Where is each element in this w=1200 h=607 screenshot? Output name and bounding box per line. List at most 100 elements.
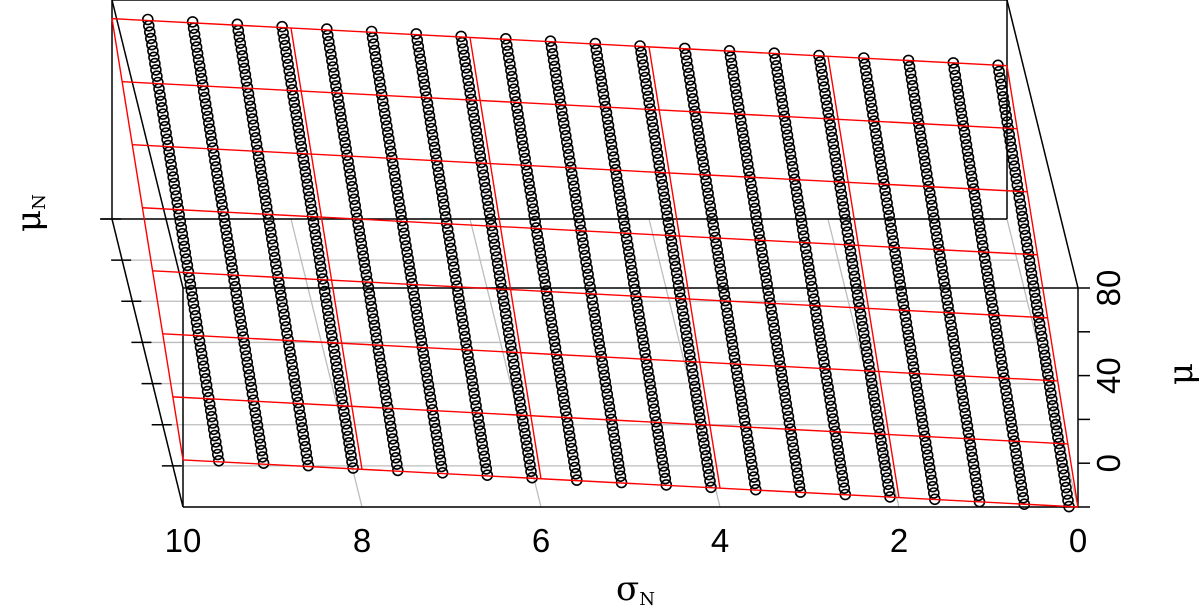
data-point — [545, 316, 558, 329]
data-point — [553, 92, 566, 104]
data-point — [521, 165, 533, 177]
data-point — [1003, 128, 1016, 141]
data-point — [526, 196, 539, 209]
data-point — [797, 230, 810, 242]
data-point — [681, 61, 694, 74]
data-point — [652, 428, 665, 441]
data-point — [882, 478, 894, 491]
data-point — [869, 402, 882, 415]
data-point — [532, 234, 545, 247]
data-point — [214, 186, 226, 198]
data-point — [869, 121, 881, 134]
data-point — [208, 429, 221, 442]
data-point — [481, 194, 494, 207]
data-point — [258, 188, 271, 201]
data-point — [212, 448, 224, 461]
data-point — [791, 192, 804, 204]
data-point — [325, 329, 338, 342]
data-point — [382, 132, 395, 145]
data-point — [1001, 391, 1013, 403]
data-point — [801, 255, 814, 268]
data-point — [1001, 116, 1014, 128]
data-point — [403, 258, 415, 271]
data-point — [697, 156, 709, 168]
data-point — [738, 139, 751, 152]
data-point — [792, 473, 805, 486]
data-point — [235, 318, 247, 331]
data-point — [370, 332, 383, 344]
data-point — [1059, 475, 1071, 488]
data-point — [1049, 412, 1061, 425]
data-point — [568, 180, 580, 192]
data-point — [241, 356, 254, 369]
data-point — [198, 91, 211, 104]
data-point — [145, 32, 157, 45]
data-point — [821, 100, 834, 112]
data-point — [474, 425, 487, 437]
data-point — [200, 379, 213, 391]
data-point — [211, 442, 223, 455]
data-point — [335, 111, 347, 124]
data-point — [288, 96, 301, 109]
data-point — [928, 212, 940, 224]
data-point — [509, 89, 521, 102]
data-point — [783, 142, 796, 154]
data-point — [1038, 349, 1051, 362]
data-point — [295, 140, 308, 153]
data-point — [816, 343, 828, 356]
data-point — [456, 311, 468, 324]
data-point — [297, 428, 310, 440]
data-point — [473, 418, 486, 431]
data-point — [989, 315, 1001, 328]
data-point — [494, 276, 507, 289]
data-point — [907, 86, 920, 98]
data-point — [215, 192, 227, 205]
data-point — [457, 43, 469, 55]
data-point — [643, 371, 655, 384]
data-point — [641, 84, 653, 96]
data-point — [644, 378, 656, 390]
x-tick-label: 2 — [890, 522, 908, 559]
data-point — [667, 248, 680, 260]
data-point — [740, 427, 753, 439]
data-point — [378, 382, 391, 395]
data-point — [903, 335, 916, 348]
data-point — [920, 168, 933, 180]
data-point — [737, 133, 750, 145]
data-point — [692, 124, 704, 137]
data-point — [999, 378, 1011, 391]
plane-line-mu-n — [152, 270, 1048, 319]
data-point — [591, 50, 604, 63]
data-point — [347, 187, 360, 199]
data-point — [372, 69, 385, 82]
data-point — [198, 366, 211, 379]
data-point — [1062, 494, 1074, 507]
data-point — [1020, 236, 1033, 248]
data-point — [480, 188, 493, 200]
data-point — [413, 321, 426, 334]
data-point — [704, 475, 716, 487]
data-point — [998, 97, 1010, 109]
data-point — [993, 65, 1005, 78]
data-point — [569, 186, 581, 199]
data-point — [785, 154, 798, 167]
data-point — [548, 335, 561, 348]
data-point — [538, 272, 551, 285]
data-point — [993, 340, 1005, 353]
data-point — [188, 28, 201, 41]
data-point — [577, 237, 589, 249]
data-point — [277, 302, 289, 314]
data-point — [146, 38, 158, 51]
data-point — [1005, 141, 1018, 153]
data-point — [835, 463, 848, 476]
data-point — [639, 71, 651, 84]
data-point — [598, 369, 611, 382]
data-point — [194, 66, 207, 79]
data-point — [749, 202, 761, 215]
plane-line-sigma-n — [469, 37, 542, 479]
data-point — [287, 365, 299, 377]
data-point — [1027, 280, 1040, 292]
data-point — [493, 270, 506, 282]
data-point — [744, 452, 757, 465]
data-point — [1054, 443, 1066, 456]
